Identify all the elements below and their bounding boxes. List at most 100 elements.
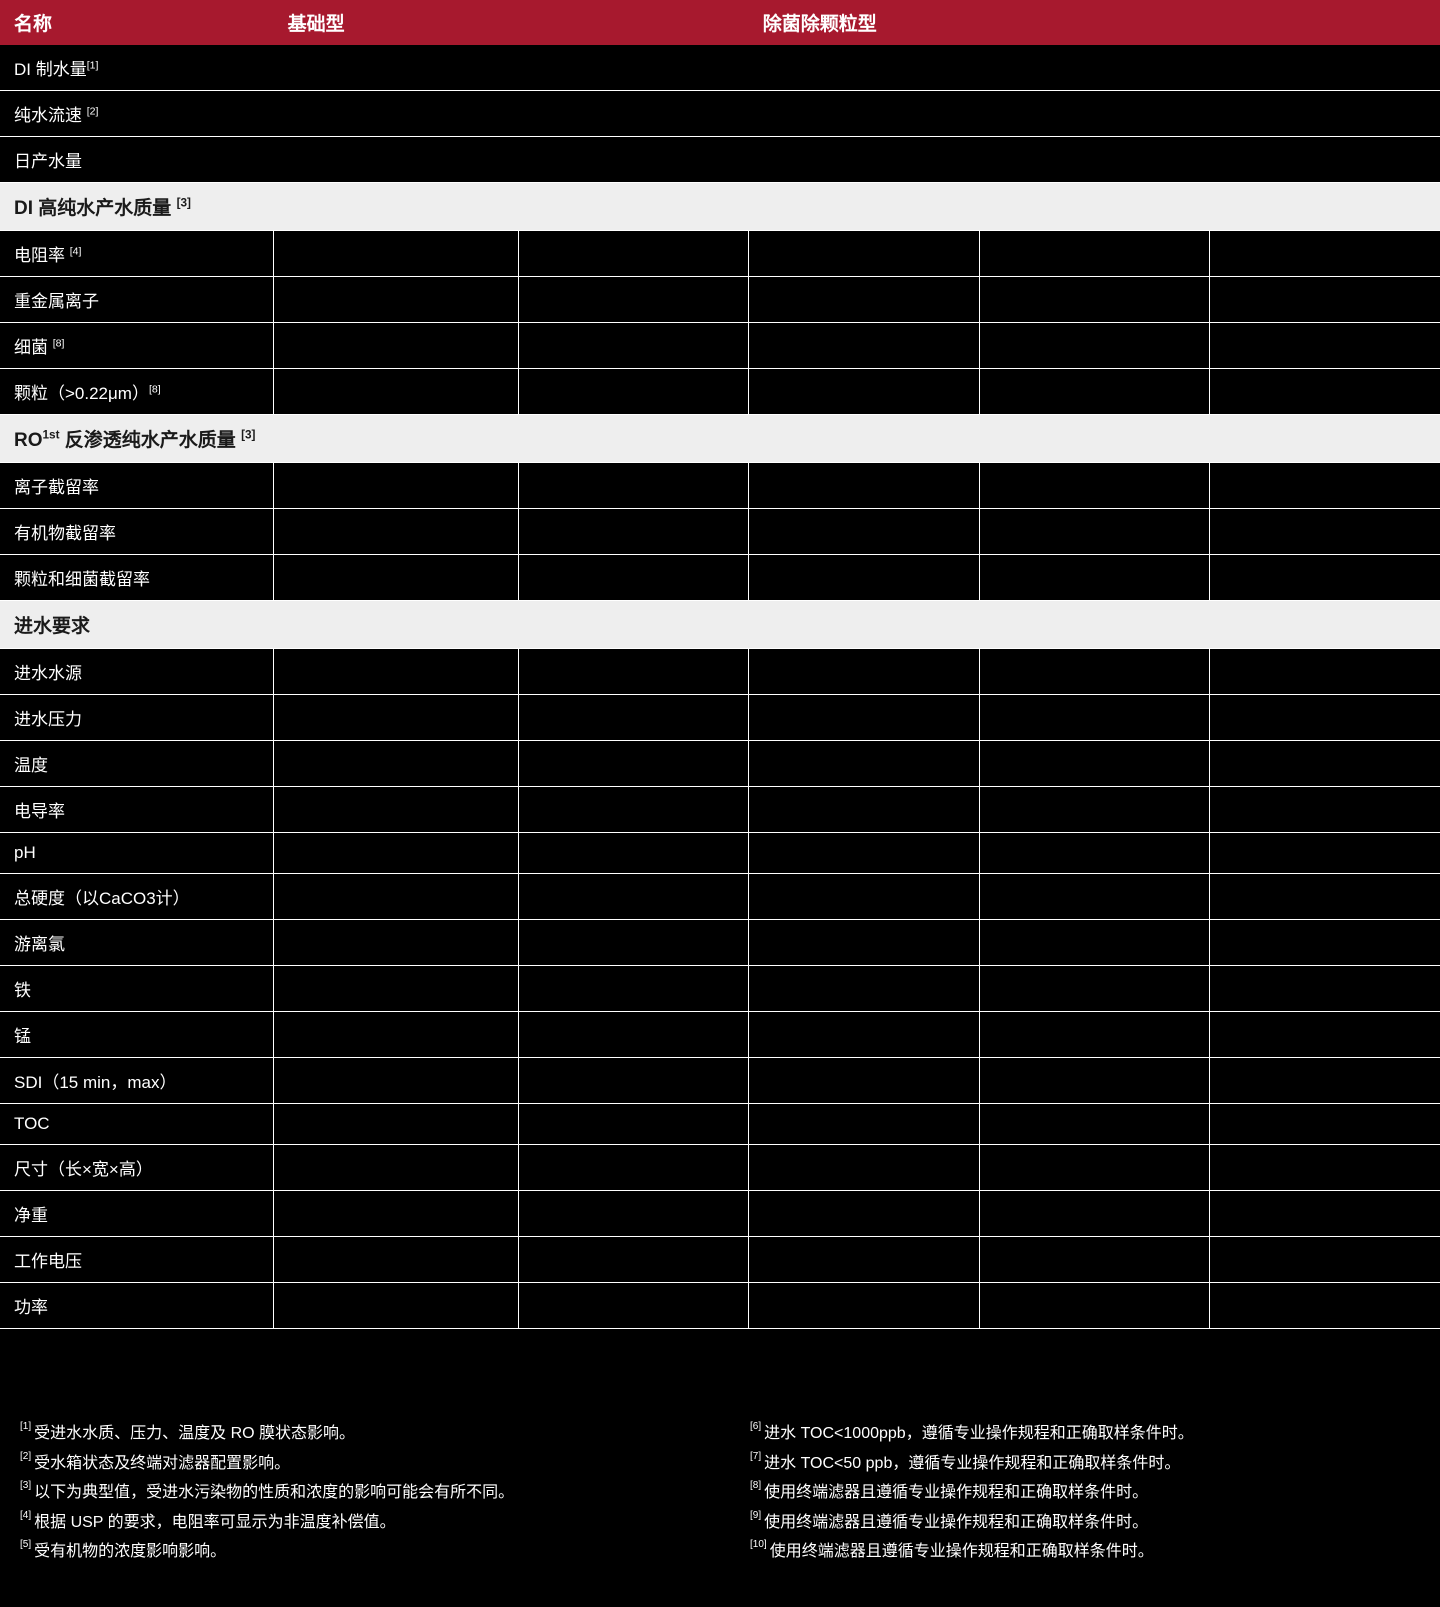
footnote-text: 使用终端滤器且遵循专业操作规程和正确取样条件时。 — [764, 1508, 1148, 1538]
footnote-num: [2] — [20, 1449, 31, 1463]
row-label: SDI（15 min，max） — [0, 1058, 274, 1104]
cell — [749, 323, 979, 369]
cell — [749, 91, 979, 137]
cell — [1210, 787, 1440, 833]
footnote-text: 进水 TOC<1000ppb，遵循专业操作规程和正确取样条件时。 — [764, 1419, 1194, 1449]
table-body: DI 制水量[1]纯水流速 [2]日产水量DI 高纯水产水质量 [3]电阻率 [… — [0, 45, 1440, 1329]
cell — [518, 91, 748, 137]
table-row: 锰 — [0, 1012, 1440, 1058]
cell — [274, 137, 519, 183]
cell — [518, 231, 748, 277]
cell — [979, 1191, 1209, 1237]
table-row: 总硬度（以CaCO3计） — [0, 874, 1440, 920]
footnote: [3]以下为典型值，受进水污染物的性质和浓度的影响可能会有所不同。 — [20, 1478, 690, 1508]
cell — [274, 231, 519, 277]
row-label: 功率 — [0, 1283, 274, 1329]
table-row: 有机物截留率 — [0, 509, 1440, 555]
row-label: 颗粒（>0.22μm）[8] — [0, 369, 274, 415]
cell — [749, 45, 979, 91]
cell — [1210, 695, 1440, 741]
cell — [979, 45, 1209, 91]
cell — [979, 277, 1209, 323]
cell — [749, 1012, 979, 1058]
cell — [518, 1058, 748, 1104]
table-row: TOC — [0, 1104, 1440, 1145]
cell — [749, 1145, 979, 1191]
table-row: 纯水流速 [2] — [0, 91, 1440, 137]
cell — [518, 920, 748, 966]
row-label: 日产水量 — [0, 137, 274, 183]
table-row: 尺寸（长×宽×高） — [0, 1145, 1440, 1191]
cell — [518, 555, 748, 601]
cell — [274, 649, 519, 695]
cell — [518, 1191, 748, 1237]
table-row: 工作电压 — [0, 1237, 1440, 1283]
footnote: [6]进水 TOC<1000ppb，遵循专业操作规程和正确取样条件时。 — [750, 1419, 1420, 1449]
cell — [749, 369, 979, 415]
cell — [749, 920, 979, 966]
cell — [1210, 1283, 1440, 1329]
cell — [749, 555, 979, 601]
cell — [1210, 231, 1440, 277]
footnote-text: 受有机物的浓度影响影响。 — [34, 1537, 226, 1567]
cell — [274, 91, 519, 137]
table-row: 电阻率 [4] — [0, 231, 1440, 277]
cell — [979, 920, 1209, 966]
table-row: 电导率 — [0, 787, 1440, 833]
footnote-text: 使用终端滤器且遵循专业操作规程和正确取样条件时。 — [770, 1537, 1154, 1567]
cell — [1210, 45, 1440, 91]
footnote-num: [10] — [750, 1537, 767, 1551]
cell — [274, 1104, 519, 1145]
cell — [749, 695, 979, 741]
section-header-label: DI 高纯水产水质量 [3] — [0, 183, 1440, 231]
cell — [749, 787, 979, 833]
section-header-label: 进水要求 — [0, 601, 1440, 649]
cell — [979, 555, 1209, 601]
row-label: 电阻率 [4] — [0, 231, 274, 277]
footnote: [2]受水箱状态及终端对滤器配置影响。 — [20, 1449, 690, 1479]
row-label: 进水水源 — [0, 649, 274, 695]
cell — [274, 874, 519, 920]
cell — [1210, 920, 1440, 966]
cell — [518, 369, 748, 415]
cell — [1210, 649, 1440, 695]
cell — [274, 966, 519, 1012]
footnote: [4]根据 USP 的要求，电阻率可显示为非温度补偿值。 — [20, 1508, 690, 1538]
cell — [274, 1145, 519, 1191]
footnote: [9]使用终端滤器且遵循专业操作规程和正确取样条件时。 — [750, 1508, 1420, 1538]
cell — [274, 509, 519, 555]
cell — [518, 1012, 748, 1058]
cell — [1210, 277, 1440, 323]
row-label: 细菌 [8] — [0, 323, 274, 369]
cell — [518, 649, 748, 695]
cell — [749, 1104, 979, 1145]
cell — [518, 1104, 748, 1145]
cell — [979, 833, 1209, 874]
cell — [979, 1058, 1209, 1104]
cell — [749, 137, 979, 183]
footnote: [8]使用终端滤器且遵循专业操作规程和正确取样条件时。 — [750, 1478, 1420, 1508]
cell — [518, 45, 748, 91]
row-label: 重金属离子 — [0, 277, 274, 323]
row-label: 铁 — [0, 966, 274, 1012]
cell — [749, 1283, 979, 1329]
row-label: DI 制水量[1] — [0, 45, 274, 91]
cell — [518, 1145, 748, 1191]
footnote: [7]进水 TOC<50 ppb，遵循专业操作规程和正确取样条件时。 — [750, 1449, 1420, 1479]
row-label: 进水压力 — [0, 695, 274, 741]
table-row: 细菌 [8] — [0, 323, 1440, 369]
cell — [979, 369, 1209, 415]
cell — [749, 649, 979, 695]
cell — [979, 1145, 1209, 1191]
cell — [274, 277, 519, 323]
cell — [749, 741, 979, 787]
cell — [274, 833, 519, 874]
cell — [274, 787, 519, 833]
cell — [979, 741, 1209, 787]
cell — [1210, 741, 1440, 787]
cell — [274, 369, 519, 415]
table-row: 日产水量 — [0, 137, 1440, 183]
cell — [979, 966, 1209, 1012]
table-row: 进水压力 — [0, 695, 1440, 741]
row-label: pH — [0, 833, 274, 874]
